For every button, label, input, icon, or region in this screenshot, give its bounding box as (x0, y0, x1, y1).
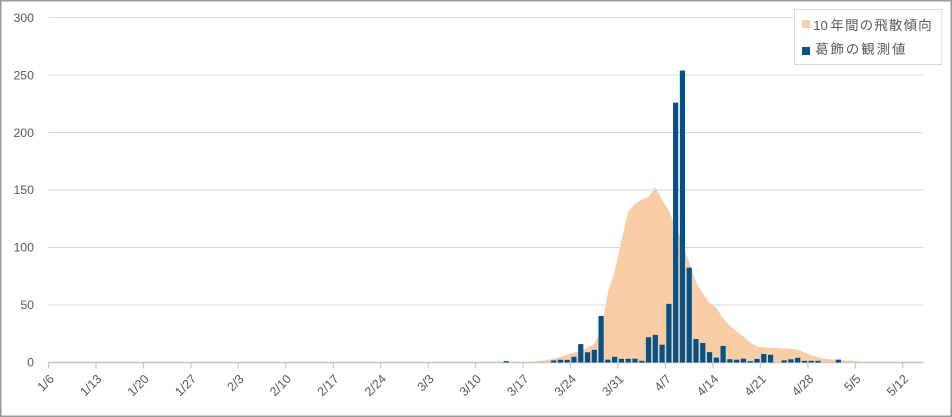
svg-text:50: 50 (20, 298, 34, 312)
svg-text:250: 250 (13, 68, 34, 82)
svg-text:10: 10 (813, 18, 827, 33)
svg-text:100: 100 (13, 241, 34, 255)
svg-text:150: 150 (13, 183, 34, 197)
svg-text:200: 200 (13, 126, 34, 140)
svg-text:0: 0 (27, 356, 34, 370)
svg-text:300: 300 (13, 11, 34, 25)
